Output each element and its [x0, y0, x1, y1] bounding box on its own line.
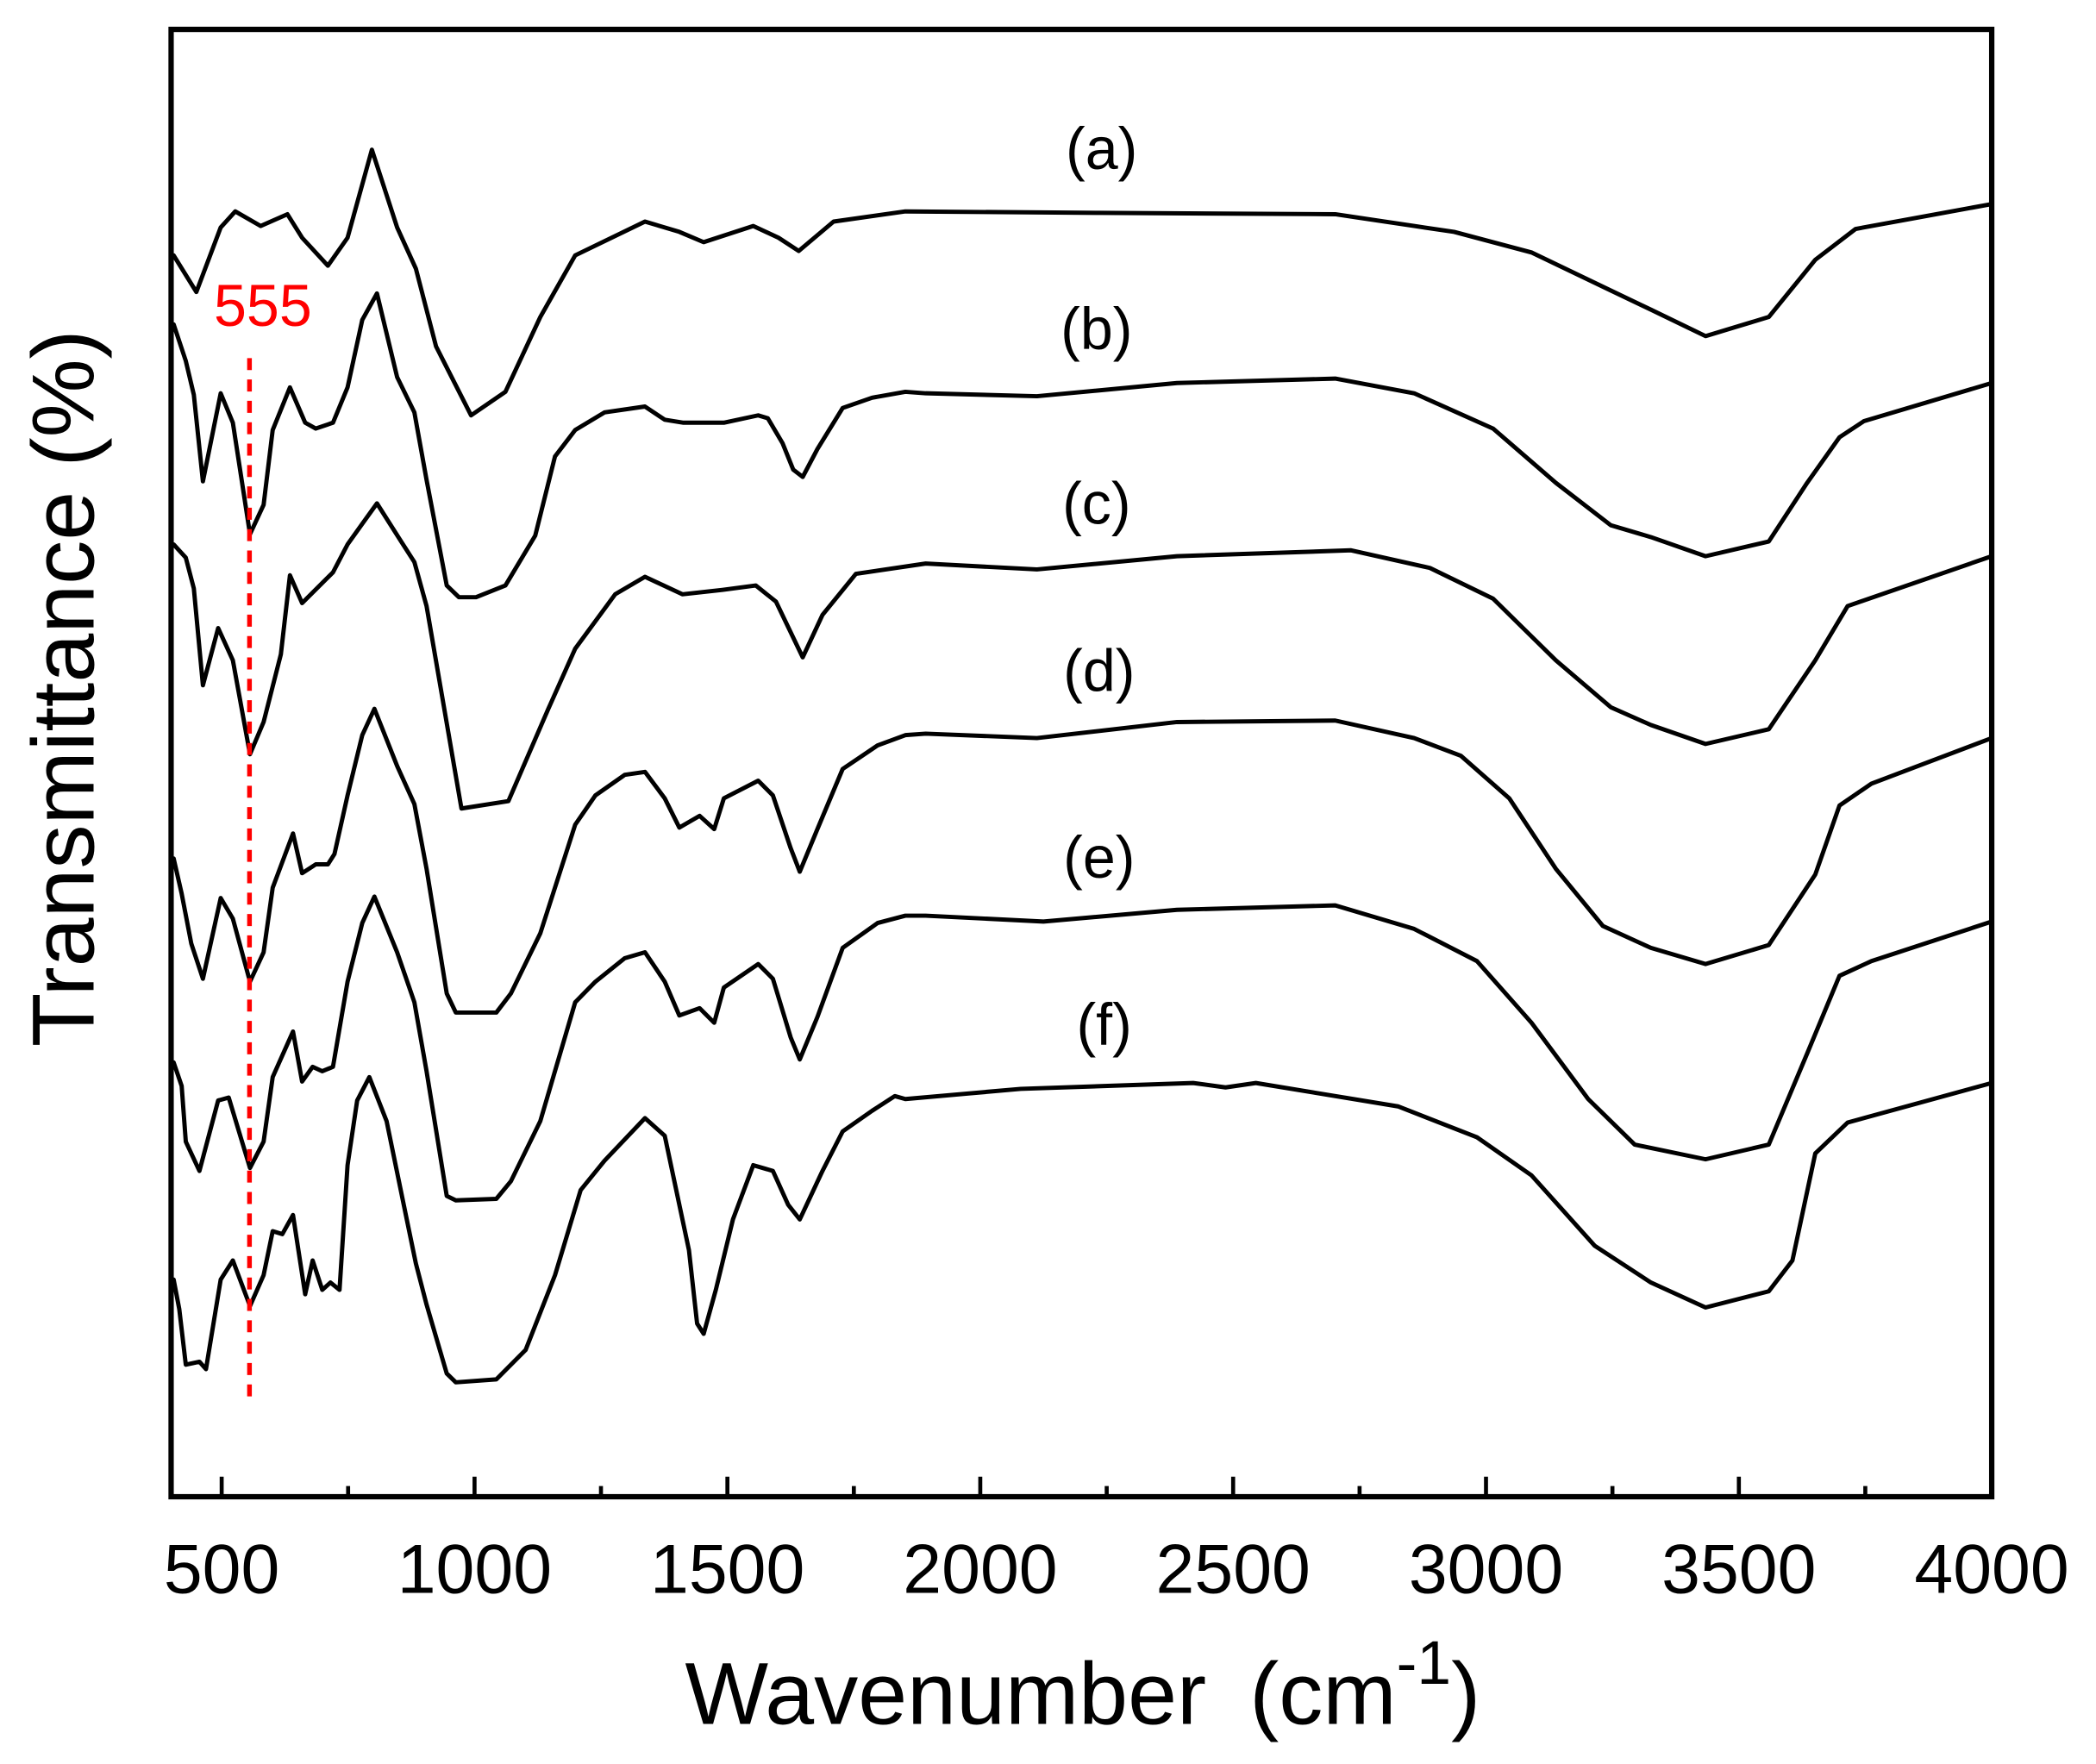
annotation-layer: 555 — [214, 273, 312, 1406]
x-tick-label: 3500 — [1661, 1531, 1816, 1609]
series-line-e — [171, 894, 1994, 1203]
x-tick-label: 2000 — [903, 1531, 1057, 1609]
y-axis-title: Transmittance (%) — [14, 329, 113, 1047]
series-line-b — [171, 291, 1994, 600]
annotation-label: 555 — [214, 273, 312, 339]
x-axis-title-main: Wavenumber — [685, 1644, 1206, 1743]
series-label-a: (a) — [1066, 116, 1137, 182]
x-axis-ticks: 500 1000 1500 2000 2500 3000 3500 4000 — [164, 1476, 2069, 1609]
series-label-c: (c) — [1062, 472, 1131, 537]
x-tick-label: 3000 — [1409, 1531, 1563, 1609]
series-line-d — [171, 706, 1994, 1015]
x-tick-label: 500 — [164, 1531, 279, 1609]
series-line-a — [171, 147, 1994, 418]
series-line-f — [171, 1074, 1994, 1385]
x-axis-title-exp: -1 — [1397, 1629, 1451, 1698]
x-tick-label: 1500 — [650, 1531, 804, 1609]
series-layer: (a) (b) (c) (d) (e) (f) — [171, 116, 1994, 1385]
x-tick-label: 4000 — [1914, 1531, 2068, 1609]
series-label-d: (d) — [1063, 639, 1135, 704]
x-axis-title-unit: (cm — [1249, 1644, 1396, 1743]
plot-frame — [168, 27, 1995, 1500]
x-axis-title-close: ) — [1451, 1644, 1480, 1743]
series-label-f: (f) — [1076, 992, 1131, 1058]
x-tick-label: 2500 — [1156, 1531, 1311, 1609]
series-line-c — [171, 501, 1994, 811]
series-label-b: (b) — [1061, 297, 1132, 362]
x-tick-label: 1000 — [397, 1531, 552, 1609]
x-axis-title: Wavenumber (cm-1) — [685, 1629, 1480, 1742]
series-label-e: (e) — [1063, 825, 1135, 891]
